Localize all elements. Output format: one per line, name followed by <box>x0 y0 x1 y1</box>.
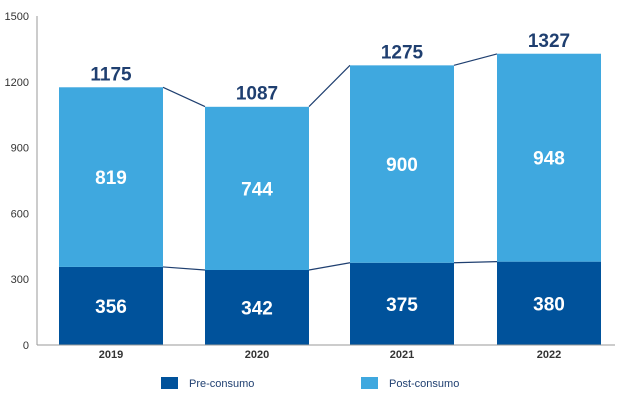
y-tick-label: 0 <box>23 340 29 352</box>
pre-consumo-bar <box>205 269 309 345</box>
post-consumo-value-label: 900 <box>386 155 418 176</box>
y-tick-label: 1200 <box>5 77 29 89</box>
pre-consumo-connector-line <box>162 266 206 271</box>
legend-swatch <box>361 377 378 389</box>
x-tick-label: 2021 <box>390 349 414 361</box>
pre-consumo-bar <box>350 262 454 345</box>
pre-consumo-value-label: 356 <box>95 297 127 318</box>
post-consumo-bar <box>205 106 309 270</box>
x-tick-label: 2022 <box>537 349 561 361</box>
legend-swatch <box>161 377 178 389</box>
x-tick-label: 2020 <box>245 349 269 361</box>
y-tick-label: 900 <box>11 143 29 155</box>
total-value-label: 1175 <box>90 64 132 85</box>
legend-label: Post-consumo <box>389 378 459 390</box>
y-tick-label: 300 <box>11 274 29 286</box>
pre-consumo-connector-line <box>308 262 351 271</box>
post-consumo-bar <box>497 53 601 262</box>
pre-consumo-bar <box>497 261 601 345</box>
post-consumo-value-label: 948 <box>533 149 565 170</box>
total-value-label: 1087 <box>236 84 278 105</box>
legend: Pre-consumo Post-consumo <box>161 377 459 390</box>
legend-label: Pre-consumo <box>189 378 254 390</box>
pre-consumo-value-label: 380 <box>533 294 565 315</box>
y-tick-label: 1500 <box>5 11 29 23</box>
total-connector-line <box>308 64 351 108</box>
total-value-label: 1327 <box>528 31 570 52</box>
pre-consumo-value-label: 342 <box>241 298 273 319</box>
total-connector-line <box>453 53 498 66</box>
pre-consumo-bar <box>59 266 163 345</box>
post-consumo-bar <box>59 87 163 267</box>
total-connector-lines <box>162 53 498 271</box>
post-consumo-value-label: 819 <box>95 168 127 189</box>
total-connector-line <box>162 86 206 108</box>
total-value-label: 1275 <box>381 42 424 63</box>
pre-consumo-value-label: 375 <box>386 295 418 316</box>
y-axis: 0 300 600 900 1200 1500 <box>5 11 38 352</box>
x-axis: 2019 2020 2021 2022 <box>37 344 615 361</box>
post-consumo-value-label: 744 <box>241 179 273 200</box>
pre-consumo-connector-line <box>453 261 498 264</box>
y-tick-label: 600 <box>11 208 29 220</box>
x-tick-label: 2019 <box>99 349 123 361</box>
bars: 356 819 1175 342 744 1087 375 900 1275 380 948 1327 <box>59 31 601 345</box>
post-consumo-bar <box>350 65 454 263</box>
